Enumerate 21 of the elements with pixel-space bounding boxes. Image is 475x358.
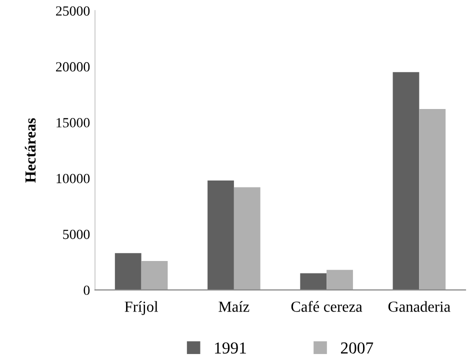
- x-tick-label: Café cereza: [291, 300, 362, 312]
- y-tick-label: 25000: [56, 6, 90, 16]
- y-axis-title: Hectáreas: [24, 118, 36, 183]
- legend-label: 1991: [215, 342, 246, 354]
- y-tick-label: 20000: [56, 62, 90, 72]
- y-tick-label: 5000: [63, 230, 90, 240]
- bar: [326, 270, 353, 290]
- bar: [234, 187, 260, 290]
- bar: [392, 72, 420, 290]
- bar: [141, 260, 168, 290]
- x-tick-label: Fríjol: [124, 301, 158, 315]
- bar: [114, 253, 142, 290]
- y-tick-label: 10000: [56, 174, 90, 184]
- legend-label: 2007: [340, 342, 374, 354]
- x-tick-label: Ganaderia: [388, 301, 450, 312]
- bar: [208, 180, 234, 290]
- bar: [300, 273, 327, 290]
- x-tick-label: Maíz: [218, 301, 250, 312]
- y-tick-label: 0: [84, 286, 90, 295]
- bar: [419, 109, 446, 290]
- y-tick-label: 15000: [56, 118, 90, 128]
